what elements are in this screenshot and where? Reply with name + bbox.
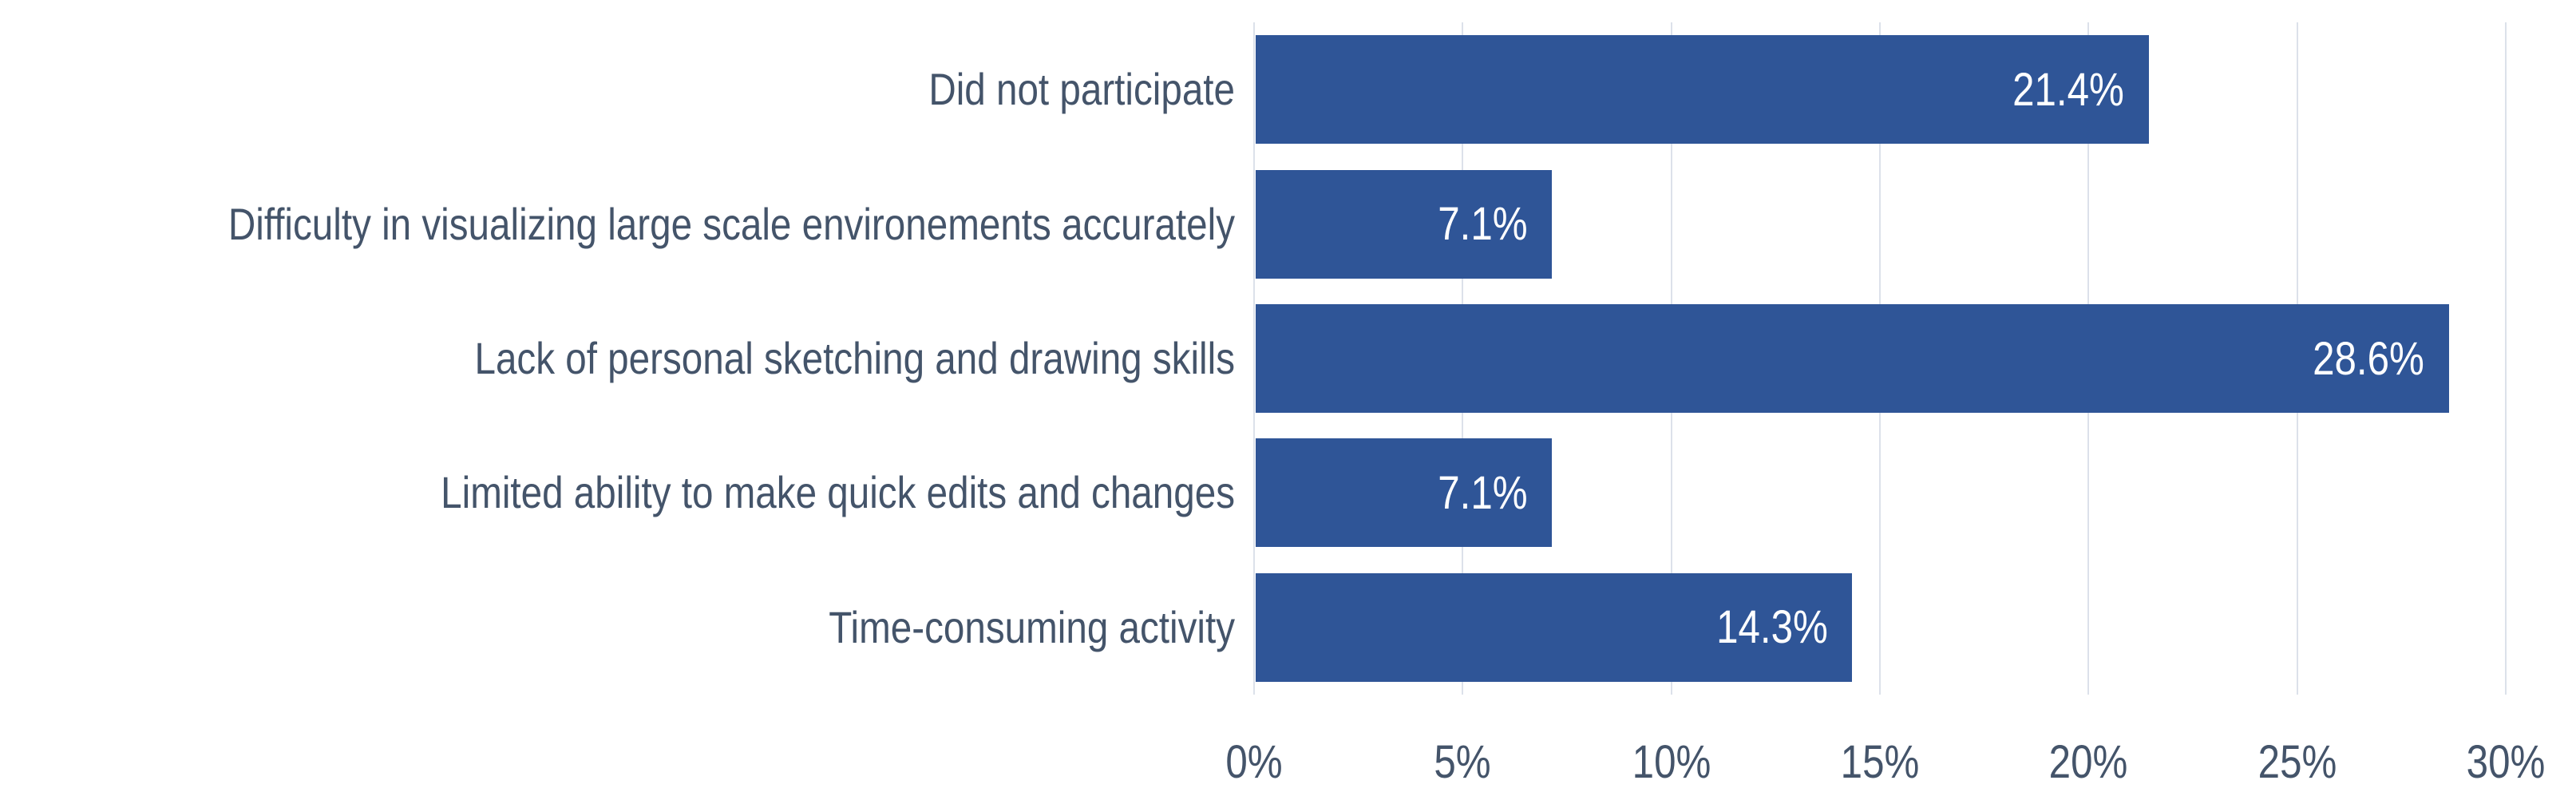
bar: 28.6% [1256, 304, 2449, 413]
bar-data-label: 7.1% [1438, 466, 1528, 519]
x-axis-tick-label: 5% [1434, 736, 1491, 788]
category-label: Lack of personal sketching and drawing s… [474, 333, 1235, 383]
bar-data-label: 21.4% [2012, 63, 2124, 116]
category-label: Time-consuming activity [829, 601, 1235, 652]
x-axis-tick-label: 10% [1632, 736, 1711, 788]
bar: 14.3% [1256, 572, 1853, 682]
bar: 7.1% [1256, 169, 1553, 279]
bar: 21.4% [1256, 35, 2149, 145]
x-axis-tick-label: 20% [2048, 736, 2128, 788]
category-label: Limited ability to make quick edits and … [441, 467, 1235, 518]
category-label: Did not participate [928, 64, 1235, 115]
gridline-0% [1253, 22, 1255, 695]
bar-data-label: 28.6% [2313, 332, 2425, 385]
gridline-30% [2505, 22, 2507, 695]
bar-data-label: 7.1% [1438, 198, 1528, 251]
bar-data-label: 14.3% [1716, 601, 1828, 654]
x-axis-tick-label: 15% [1840, 736, 1920, 788]
x-axis-tick-label: 25% [2257, 736, 2337, 788]
category-label: Difficulty in visualizing large scale en… [228, 198, 1236, 249]
bar: 7.1% [1256, 438, 1553, 548]
x-axis-tick-label: 0% [1225, 736, 1283, 788]
x-axis-tick-label: 30% [2466, 736, 2546, 788]
